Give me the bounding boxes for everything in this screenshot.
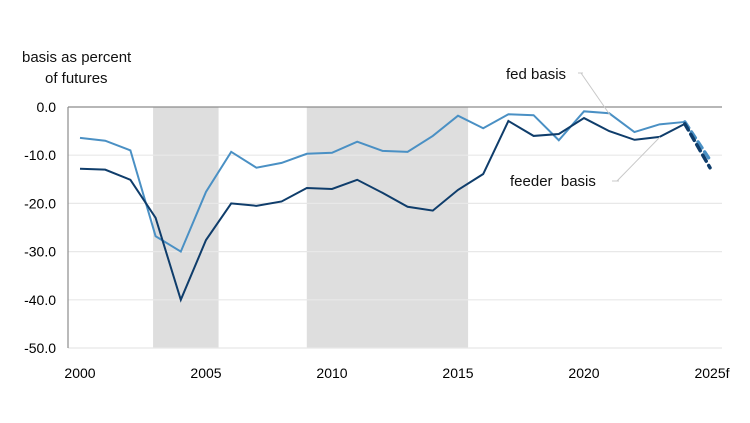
- x-tick-label: 2010: [316, 365, 347, 381]
- shaded-period-0: [153, 107, 219, 348]
- y-tick-label: -40.0: [24, 292, 56, 308]
- y-tick-label: -50.0: [24, 340, 56, 356]
- fed-basis-leader-line: [580, 72, 611, 116]
- y-tick-label: -30.0: [24, 244, 56, 260]
- feeder-basis-forecast-line: [683, 122, 712, 170]
- x-tick-label: 2015: [442, 365, 473, 381]
- legend-fed-basis: fed basis: [506, 66, 566, 83]
- x-tick-label: 2020: [568, 365, 599, 381]
- feeder-basis-leader-line: [616, 136, 661, 182]
- y-tick-label: -10.0: [24, 147, 56, 163]
- shaded-period-1: [306, 107, 469, 348]
- x-tick-label: 2025f: [694, 365, 729, 381]
- legend-feeder-basis: feeder basis: [510, 173, 596, 190]
- x-tick-label: 2000: [64, 365, 95, 381]
- y-axis-label-line2: of futures: [45, 70, 108, 87]
- y-tick-label: -20.0: [24, 195, 56, 211]
- x-tick-label: 2005: [190, 365, 221, 381]
- y-tick-label: 0.0: [37, 99, 57, 115]
- y-axis-label-line1: basis as percent: [22, 49, 132, 66]
